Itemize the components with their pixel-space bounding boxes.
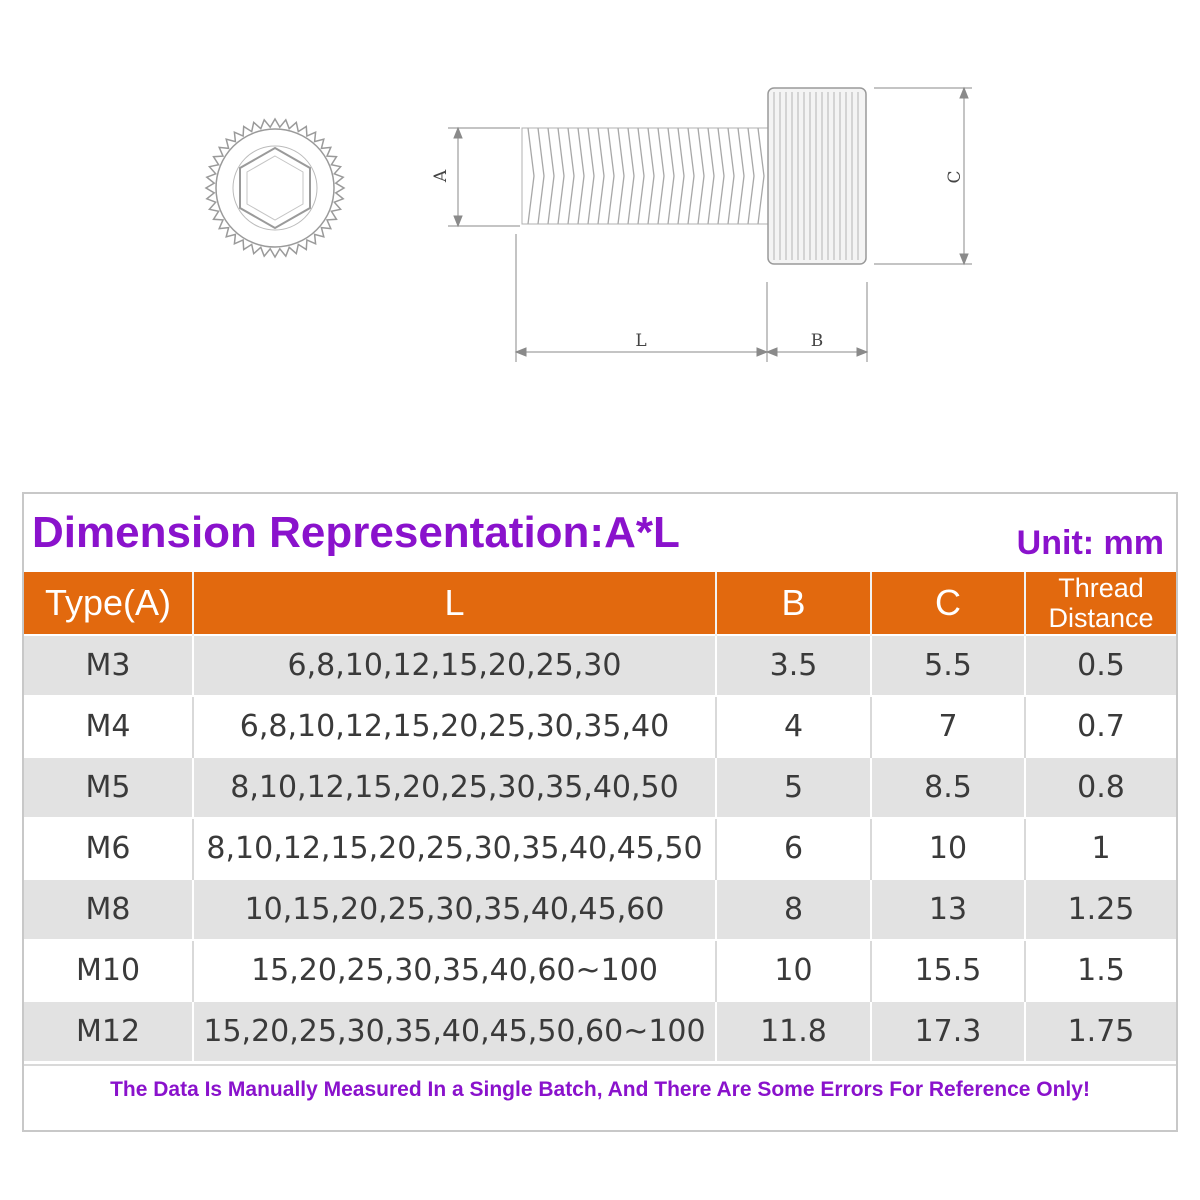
cell-thread: 1 bbox=[1025, 817, 1176, 879]
dimension-table: Type(A) L B C Thread Distance M3 6,8,10,1… bbox=[24, 572, 1176, 1061]
header-thread-line1: Thread bbox=[1058, 573, 1144, 603]
dimension-label-b: B bbox=[811, 331, 824, 351]
cell-l: 6,8,10,12,15,20,25,30 bbox=[193, 634, 717, 696]
cell-c: 17.3 bbox=[871, 1000, 1026, 1061]
cell-b: 10 bbox=[716, 939, 872, 1001]
table-row: M6 8,10,12,15,20,25,30,35,40,45,50 6 10 … bbox=[24, 817, 1176, 879]
dimension-label-a: A bbox=[431, 169, 451, 183]
table-row: M5 8,10,12,15,20,25,30,35,40,50 5 8.5 0.… bbox=[24, 756, 1176, 818]
dimension-lines bbox=[448, 86, 972, 362]
table-row: M12 15,20,25,30,35,40,45,50,60~100 11.8 … bbox=[24, 1000, 1176, 1061]
cell-c: 5.5 bbox=[871, 634, 1026, 696]
hex-socket-icon bbox=[239, 146, 311, 230]
cell-type: M4 bbox=[24, 695, 194, 757]
cell-type: M8 bbox=[24, 878, 194, 940]
cell-thread: 1.5 bbox=[1025, 939, 1176, 1001]
cell-thread: 0.7 bbox=[1025, 695, 1176, 757]
cell-b: 8 bbox=[716, 878, 872, 940]
cell-type: M6 bbox=[24, 817, 194, 879]
unit-label: Unit: mm bbox=[1016, 524, 1164, 562]
cell-thread: 1.25 bbox=[1025, 878, 1176, 940]
table-row: M8 10,15,20,25,30,35,40,45,60 8 13 1.25 bbox=[24, 878, 1176, 940]
header-thread-distance: Thread Distance bbox=[1025, 572, 1176, 635]
cell-l: 15,20,25,30,35,40,60~100 bbox=[193, 939, 717, 1001]
page-title: Dimension Representation:A*L bbox=[32, 508, 680, 557]
screw-head-top-view bbox=[204, 117, 346, 259]
cell-type: M5 bbox=[24, 756, 194, 818]
table-row: M3 6,8,10,12,15,20,25,30 3.5 5.5 0.5 bbox=[24, 634, 1176, 696]
header-type: Type(A) bbox=[24, 572, 194, 635]
cell-b: 5 bbox=[716, 756, 872, 818]
cell-b: 4 bbox=[716, 695, 872, 757]
cell-c: 7 bbox=[871, 695, 1026, 757]
cell-l: 8,10,12,15,20,25,30,35,40,50 bbox=[193, 756, 717, 818]
screw-side-view bbox=[521, 87, 867, 265]
cell-c: 10 bbox=[871, 817, 1026, 879]
cell-type: M10 bbox=[24, 939, 194, 1001]
cell-l: 10,15,20,25,30,35,40,45,60 bbox=[193, 878, 717, 940]
title-row: Dimension Representation:A*L Unit: mm bbox=[24, 494, 1176, 572]
footnote: The Data Is Manually Measured In a Singl… bbox=[110, 1078, 1090, 1101]
header-l: L bbox=[193, 572, 717, 635]
header-c: C bbox=[871, 572, 1026, 635]
dimension-label-l: L bbox=[635, 331, 646, 351]
cell-l: 15,20,25,30,35,40,45,50,60~100 bbox=[193, 1000, 717, 1061]
footnote-divider bbox=[24, 1064, 1176, 1066]
cell-c: 13 bbox=[871, 878, 1026, 940]
table-row: M10 15,20,25,30,35,40,60~100 10 15.5 1.5 bbox=[24, 939, 1176, 1001]
cell-thread: 0.5 bbox=[1025, 634, 1176, 696]
cell-b: 6 bbox=[716, 817, 872, 879]
table-header-row: Type(A) L B C Thread Distance bbox=[24, 572, 1176, 635]
dimension-label-c: C bbox=[945, 170, 965, 183]
header-b: B bbox=[716, 572, 872, 635]
cell-type: M12 bbox=[24, 1000, 194, 1061]
cell-thread: 0.8 bbox=[1025, 756, 1176, 818]
spec-table-panel: Dimension Representation:A*L Unit: mm Ty… bbox=[22, 492, 1178, 1132]
cell-b: 3.5 bbox=[716, 634, 872, 696]
cell-l: 8,10,12,15,20,25,30,35,40,45,50 bbox=[193, 817, 717, 879]
screw-technical-drawing: A C L B bbox=[204, 86, 972, 362]
cell-thread: 1.75 bbox=[1025, 1000, 1176, 1061]
cell-c: 8.5 bbox=[871, 756, 1026, 818]
header-thread-line2: Distance bbox=[1048, 603, 1154, 633]
cell-type: M3 bbox=[24, 634, 194, 696]
cell-b: 11.8 bbox=[716, 1000, 872, 1061]
cell-l: 6,8,10,12,15,20,25,30,35,40 bbox=[193, 695, 717, 757]
table-row: M4 6,8,10,12,15,20,25,30,35,40 4 7 0.7 bbox=[24, 695, 1176, 757]
cell-c: 15.5 bbox=[871, 939, 1026, 1001]
